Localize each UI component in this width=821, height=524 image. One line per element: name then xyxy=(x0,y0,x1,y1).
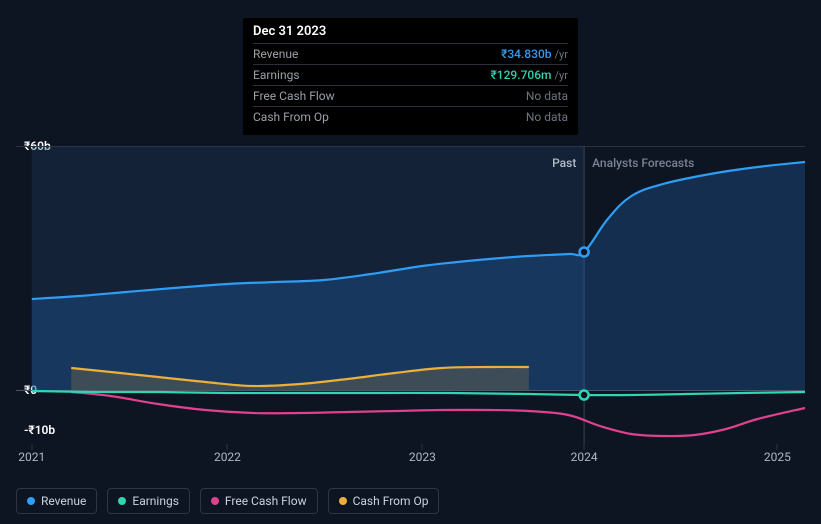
legend-label: Cash From Op xyxy=(353,494,429,508)
legend-label: Free Cash Flow xyxy=(225,494,307,508)
tooltip-metric-nodata: No data xyxy=(526,110,568,124)
legend-dot-icon xyxy=(27,497,35,505)
tooltip-row: Cash From Op No data xyxy=(253,106,568,127)
tooltip-metric-label: Earnings xyxy=(253,68,300,82)
x-axis-label: 2023 xyxy=(409,450,436,464)
x-axis-label: 2021 xyxy=(18,450,45,464)
legend-label: Revenue xyxy=(41,494,86,508)
tooltip-metric-label: Revenue xyxy=(253,47,298,61)
tooltip-metric-nodata: No data xyxy=(526,89,568,103)
tooltip-metric-unit: /yr xyxy=(555,48,568,61)
tooltip-row: Free Cash Flow No data xyxy=(253,85,568,106)
legend: Revenue Earnings Free Cash Flow Cash From O… xyxy=(16,488,439,514)
legend-item[interactable]: Cash From Op xyxy=(328,488,440,514)
x-axis: 2021 2022 2023 2024 2025 xyxy=(16,450,805,470)
x-axis-label: 2022 xyxy=(214,450,241,464)
legend-dot-icon xyxy=(211,497,219,505)
x-axis-label: 2024 xyxy=(571,450,598,464)
tooltip-metric-label: Free Cash Flow xyxy=(253,89,335,103)
legend-item[interactable]: Revenue xyxy=(16,488,97,514)
chart-container: ₹60b ₹0 -₹10b Past Analysts Forecasts 20… xyxy=(16,124,805,508)
tooltip-row: Revenue ₹34.830b/yr xyxy=(253,43,568,64)
legend-item[interactable]: Free Cash Flow xyxy=(200,488,318,514)
tooltip-row: Earnings ₹129.706m/yr xyxy=(253,64,568,85)
legend-item[interactable]: Earnings xyxy=(107,488,190,514)
legend-label: Earnings xyxy=(132,494,179,508)
chart-svg xyxy=(16,124,805,444)
legend-dot-icon xyxy=(118,497,126,505)
tooltip-date: Dec 31 2023 xyxy=(253,24,568,43)
tooltip-metric-value: ₹34.830b xyxy=(501,47,551,61)
tooltip-metric-value: ₹129.706m xyxy=(491,68,552,82)
legend-dot-icon xyxy=(339,497,347,505)
x-axis-label: 2025 xyxy=(764,450,791,464)
tooltip-metric-unit: /yr xyxy=(555,69,568,82)
tooltip-metric-label: Cash From Op xyxy=(253,110,329,124)
chart-tooltip: Dec 31 2023 Revenue ₹34.830b/yr Earnings ₹1… xyxy=(243,18,578,135)
plot-area[interactable]: ₹60b ₹0 -₹10b Past Analysts Forecasts 20… xyxy=(16,124,805,444)
